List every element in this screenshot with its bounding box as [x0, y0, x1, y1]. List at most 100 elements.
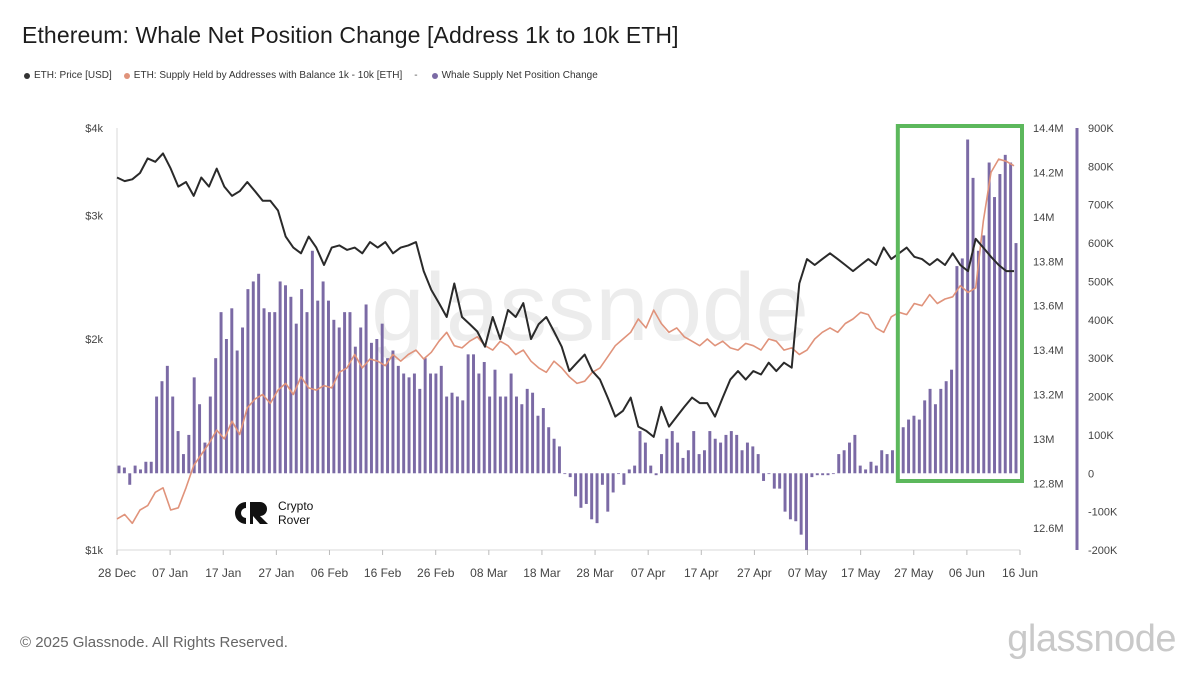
crypto-rover-badge: Crypto Rover [232, 499, 313, 527]
net-change-bar [203, 442, 207, 474]
net-change-bar [890, 450, 894, 474]
legend-price-label: ETH: Price [USD] [34, 70, 112, 81]
net-change-bar [541, 408, 545, 474]
net-change-bar [955, 266, 959, 474]
y-left-tick-label: $1k [85, 545, 103, 557]
net-change-bar [595, 473, 599, 524]
x-tick-label: 17 Jan [205, 566, 241, 580]
net-change-bar [939, 388, 943, 474]
y-right-tick-label: 500K [1088, 276, 1114, 288]
net-change-bar [316, 300, 320, 474]
net-change-bar [155, 396, 159, 474]
y-mid-tick-label: 13.6M [1033, 301, 1064, 313]
x-tick-label: 07 Apr [631, 566, 666, 580]
net-change-bar [133, 465, 137, 474]
y-mid-tick-label: 12.8M [1033, 478, 1064, 490]
net-change-bar [923, 400, 927, 474]
legend-item-supply[interactable]: ETH: Supply Held by Addresses with Balan… [123, 70, 402, 81]
net-change-bar [488, 396, 492, 474]
net-change-bar [568, 473, 572, 478]
x-tick-label: 27 Apr [737, 566, 772, 580]
y-left-tick-label: $4k [85, 123, 103, 135]
net-change-bar [611, 473, 615, 493]
net-change-bar [993, 197, 996, 474]
crypto-rover-line2: Rover [278, 513, 311, 527]
net-change-bar [219, 312, 223, 474]
net-change-bar [536, 415, 540, 474]
net-change-bar [418, 388, 422, 474]
net-change-bar [794, 473, 798, 522]
net-change-bar [708, 431, 712, 474]
net-change-bar [386, 358, 390, 474]
net-change-bar [660, 454, 663, 474]
net-change-bar [982, 235, 986, 474]
price-line [116, 152, 1014, 438]
net-change-bar [676, 442, 680, 474]
net-change-bar [950, 369, 954, 474]
net-change-bar [262, 308, 266, 474]
y-right-tick-label: 0 [1088, 468, 1094, 480]
x-tick-label: 27 Jan [258, 566, 294, 580]
x-tick-label: 08 Mar [470, 566, 507, 580]
net-change-bar [396, 365, 400, 474]
net-change-bar [724, 434, 728, 474]
net-change-bar [477, 373, 481, 474]
y-left-tick-label: $3k [85, 211, 103, 223]
net-change-bar [697, 454, 701, 474]
net-change-bar [241, 327, 245, 474]
net-change-bar [880, 450, 884, 474]
net-change-bar [343, 312, 347, 474]
net-change-bar [412, 373, 416, 474]
net-change-bar [810, 473, 814, 478]
crypto-rover-line1: Crypto [278, 499, 314, 513]
net-change-bar [230, 308, 234, 474]
net-change-bar [966, 139, 970, 474]
net-change-bar [294, 323, 298, 474]
net-change-bar [960, 258, 964, 474]
net-change-bar [284, 285, 287, 474]
net-change-bar [633, 465, 637, 474]
net-change-bar [472, 354, 475, 474]
legend-item-net-change[interactable]: Whale Supply Net Position Change [431, 70, 598, 81]
legend-separator: - [414, 70, 418, 81]
net-change-bar [289, 296, 293, 474]
net-change-bar [455, 396, 459, 474]
net-change-bar [359, 327, 363, 474]
net-change-bar [762, 473, 766, 481]
x-tick-label: 16 Feb [364, 566, 402, 580]
net-change-bar [665, 438, 669, 474]
y-mid-tick-label: 14.2M [1033, 167, 1064, 179]
net-change-bar [429, 373, 433, 474]
y-right-tick-label: -200K [1088, 545, 1118, 557]
net-change-bar [187, 434, 191, 474]
x-tick-label: 07 Jan [152, 566, 188, 580]
net-change-bar [901, 427, 905, 474]
net-change-bar [944, 381, 948, 474]
net-change-bar [181, 454, 185, 474]
y-right-tick-label: 800K [1088, 161, 1114, 173]
y-mid-tick-label: 14M [1033, 212, 1054, 224]
net-change-bar [434, 373, 438, 474]
legend-item-price[interactable]: ETH: Price [USD] [24, 70, 112, 81]
net-change-bar [192, 377, 196, 474]
y-mid-tick-label: 13.4M [1033, 345, 1064, 357]
x-tick-label: 17 Apr [684, 566, 719, 580]
highlight-box [895, 124, 1024, 483]
net-change-bar [686, 450, 690, 474]
legend-net-change-label: Whale Supply Net Position Change [441, 70, 598, 81]
net-change-bar [332, 319, 336, 474]
footer-copyright: © 2025 Glassnode. All Rights Reserved. [20, 634, 288, 651]
net-change-bar [246, 289, 250, 474]
net-change-bar [498, 396, 502, 474]
net-change-bar [853, 434, 857, 474]
net-change-bar [772, 473, 776, 489]
net-change-bar [622, 473, 626, 485]
net-change-bar [251, 281, 255, 474]
net-change-bar [638, 431, 642, 474]
net-change-bar [128, 473, 132, 485]
y-mid-tick-label: 13.2M [1033, 390, 1064, 402]
net-change-bar [509, 373, 513, 474]
net-change-bar [933, 404, 937, 474]
net-change-bar [579, 473, 583, 508]
net-change-bar [139, 469, 142, 474]
